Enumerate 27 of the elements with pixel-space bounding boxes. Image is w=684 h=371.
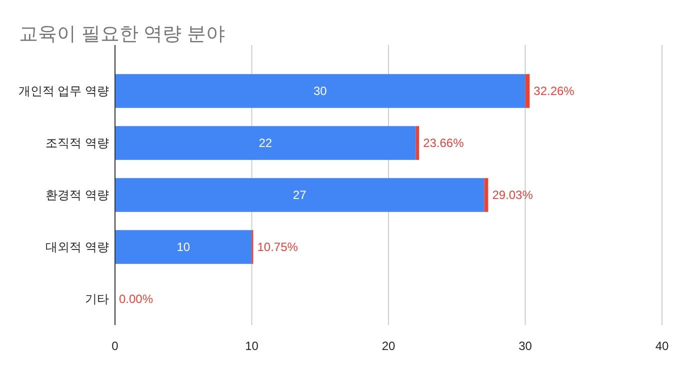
data-label: 29.03% <box>492 188 534 202</box>
bar <box>484 178 488 212</box>
data-label: 10.75% <box>257 240 298 254</box>
data-label: 30 <box>313 84 328 98</box>
x-tick-label: 30 <box>518 339 532 353</box>
y-tick-label: 기타 <box>85 292 109 306</box>
data-label: 32.26% <box>534 84 575 98</box>
x-tick-label: 10 <box>245 339 259 353</box>
y-tick-label: 환경적 역량 <box>46 188 109 202</box>
bar <box>416 126 420 160</box>
y-tick-label: 개인적 업무 역량 <box>18 84 109 98</box>
bar <box>115 230 252 264</box>
bar <box>115 74 526 108</box>
data-label: 0.00% <box>119 292 154 306</box>
bar <box>525 74 530 108</box>
data-label: 22 <box>258 136 272 150</box>
x-tick-label: 40 <box>655 339 669 353</box>
bar <box>115 178 484 212</box>
x-tick-label: 20 <box>382 339 396 353</box>
bar <box>115 126 416 160</box>
x-tick-label: 0 <box>112 339 119 353</box>
data-label: 23.66% <box>423 136 464 150</box>
title: 교육이 필요한 역량 분야 <box>19 24 225 45</box>
y-tick-label: 조직적 역량 <box>46 136 109 150</box>
data-label: 10 <box>176 240 190 254</box>
data-label: 27 <box>292 188 307 202</box>
y-tick-label: 대외적 역량 <box>46 240 109 254</box>
